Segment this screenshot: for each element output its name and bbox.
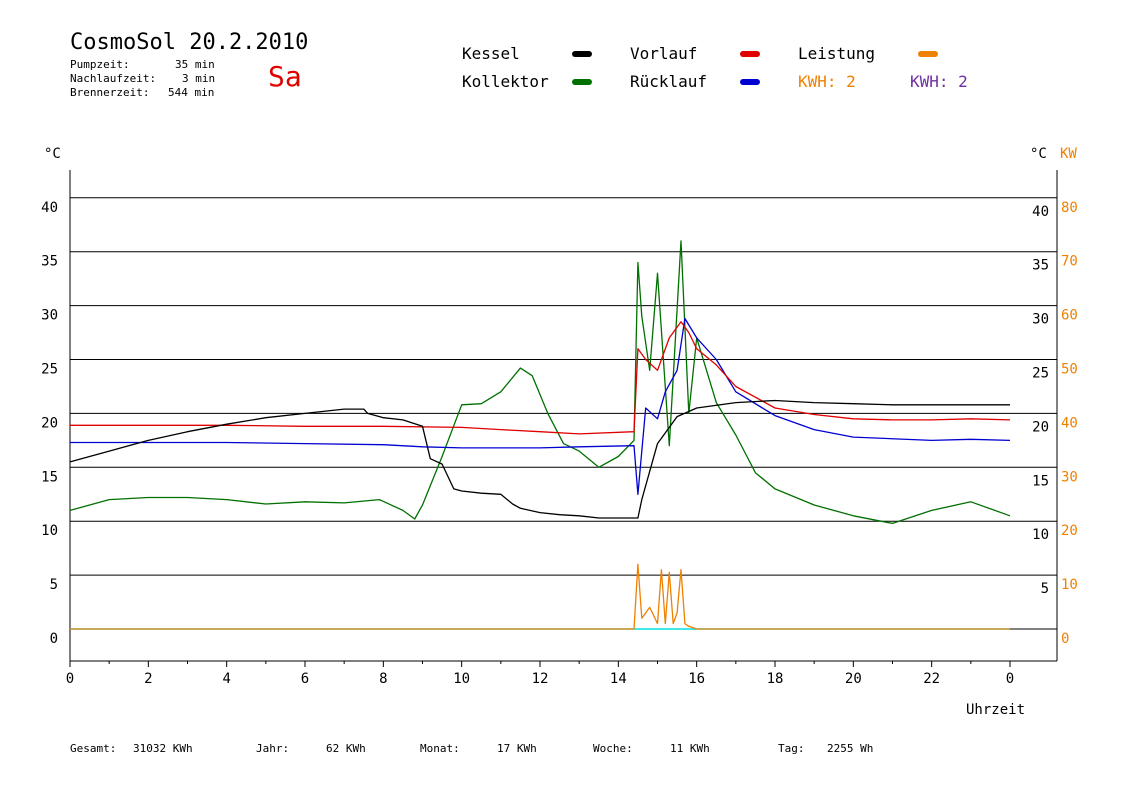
y-tick-label-35: 35 [41,254,58,270]
y-right-tick-label-15: 15 [1032,473,1049,489]
legend-vorlauf-swatch [740,51,760,57]
y2-tick-label-80: 80 [1061,200,1078,216]
legend-kessel-label: Kessel [462,44,520,63]
footer-woche-value: 11 KWh [670,742,710,755]
x-tick-label-6: 12 [532,671,549,687]
x-tick-label-7: 14 [610,671,627,687]
footer-gesamt-value: 31032 KWh [133,742,193,755]
legend-kollektor-swatch [572,79,592,85]
x-tick-label-12: 0 [1006,671,1014,687]
weekday-label: Sa [268,60,302,93]
y-right-tick-label-35: 35 [1032,258,1049,274]
footer-tag-label: Tag: [778,742,805,755]
y-tick-label-25: 25 [41,362,58,378]
y-right-tick-label-20: 20 [1032,419,1049,435]
legend-vorlauf-label: Vorlauf [630,44,698,63]
footer-monat-label: Monat: [420,742,460,755]
y-tick-label-30: 30 [41,308,58,324]
x-tick-label-8: 16 [688,671,705,687]
y-right-tick-label-5: 5 [1041,581,1049,597]
legend-kwh-orange: KWH: 2 [798,72,856,91]
nachlaufzeit-value: 3 min [182,72,216,85]
x-tick-label-10: 20 [845,671,862,687]
pumpzeit-value: 35 min [175,58,215,71]
y-right-tick-label-10: 10 [1032,527,1049,543]
y-tick-label-0: 0 [50,631,58,647]
x-tick-label-11: 22 [923,671,940,687]
y2-tick-label-60: 60 [1061,308,1078,324]
y2-tick-label-50: 50 [1061,362,1078,378]
right-axis-unit-kw: KW [1060,146,1077,162]
legend-kollektor-label: Kollektor [462,72,549,91]
nachlaufzeit-label: Nachlaufzeit: [70,72,157,85]
left-axis-unit: °C [44,146,61,162]
legend-ruecklauf-swatch [740,79,760,85]
y-tick-label-10: 10 [41,523,58,539]
series-line-vorlauf [70,321,1011,435]
page-title: CosmoSol 20.2.2010 [70,30,309,55]
series-line-kessel [69,399,1010,519]
footer-woche-label: Woche: [593,742,633,755]
pumpzeit-label: Pumpzeit: [70,58,130,71]
footer-tag-value: 2255 Wh [827,742,874,755]
y-right-tick-label-40: 40 [1032,204,1049,220]
x-tick-label-2: 4 [222,671,230,687]
footer-monat-value: 17 KWh [497,742,537,755]
y2-tick-label-40: 40 [1061,415,1078,431]
legend-ruecklauf-label: Rücklauf [630,72,708,91]
x-tick-label-4: 8 [379,671,387,687]
y-right-tick-label-30: 30 [1032,312,1049,328]
y-right-tick-label-25: 25 [1032,366,1049,382]
footer-jahr-label: Jahr: [256,742,290,755]
x-tick-label-1: 2 [144,671,152,687]
y2-tick-label-20: 20 [1061,523,1078,539]
y-tick-label-40: 40 [41,200,58,216]
y2-tick-label-30: 30 [1061,469,1078,485]
y2-tick-label-70: 70 [1061,254,1078,270]
series-line-kollektor [69,240,1011,525]
x-tick-label-5: 10 [453,671,470,687]
right-axis-unit: °C [1030,146,1047,162]
y-tick-label-20: 20 [41,415,58,431]
legend-kwh-purple: KWH: 2 [910,72,968,91]
legend-leistung-label: Leistung [798,44,876,63]
y-tick-label-5: 5 [50,577,58,593]
series-line-ruecklauf [70,317,1011,495]
legend-kessel-swatch [572,51,592,57]
x-tick-label-3: 6 [301,671,309,687]
brennerzeit-value: 544 min [168,86,215,99]
footer-gesamt-label: Gesamt: [70,742,117,755]
x-tick-label-0: 0 [66,671,74,687]
y-tick-label-15: 15 [41,469,58,485]
brennerzeit-label: Brennerzeit: [70,86,150,99]
x-tick-label-9: 18 [767,671,784,687]
y2-tick-label-0: 0 [1061,631,1069,647]
y2-tick-label-10: 10 [1061,577,1078,593]
x-axis-label: Uhrzeit [966,702,1026,718]
series-line-leistung [70,563,1010,630]
legend-leistung-swatch [918,51,938,57]
footer-jahr-value: 62 KWh [326,742,366,755]
